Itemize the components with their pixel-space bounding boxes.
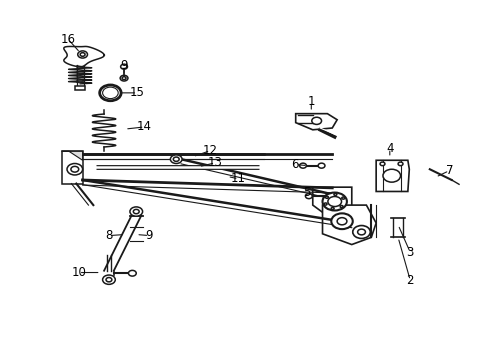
Circle shape	[336, 218, 346, 225]
Circle shape	[120, 75, 128, 81]
Text: 13: 13	[207, 156, 222, 169]
Text: 2: 2	[406, 274, 413, 287]
Circle shape	[106, 278, 112, 282]
Text: 10: 10	[71, 266, 86, 279]
Text: 1: 1	[307, 95, 314, 108]
Circle shape	[130, 207, 142, 216]
Text: 15: 15	[129, 86, 144, 99]
Circle shape	[382, 169, 400, 182]
Circle shape	[325, 196, 327, 198]
Circle shape	[173, 157, 179, 161]
Polygon shape	[61, 151, 82, 160]
Circle shape	[122, 77, 126, 80]
Text: 8: 8	[105, 229, 112, 242]
Circle shape	[318, 163, 325, 168]
Circle shape	[324, 203, 326, 205]
Text: 11: 11	[231, 172, 245, 185]
Circle shape	[133, 210, 139, 214]
Text: 6: 6	[291, 158, 298, 171]
Circle shape	[170, 155, 182, 163]
Polygon shape	[61, 151, 82, 184]
Text: 9: 9	[145, 229, 153, 242]
Text: 14: 14	[137, 121, 152, 134]
Circle shape	[121, 64, 127, 69]
Text: 12: 12	[203, 144, 218, 157]
Text: 5: 5	[302, 186, 309, 199]
Circle shape	[71, 166, 79, 172]
Circle shape	[397, 162, 402, 166]
Polygon shape	[375, 160, 408, 192]
Circle shape	[330, 213, 352, 229]
Polygon shape	[322, 205, 375, 244]
Circle shape	[327, 197, 341, 207]
Circle shape	[333, 193, 336, 195]
Circle shape	[379, 162, 384, 166]
Circle shape	[330, 207, 333, 210]
Text: 4: 4	[385, 142, 393, 155]
Text: 3: 3	[406, 246, 413, 259]
Circle shape	[357, 229, 365, 235]
Text: 7: 7	[445, 164, 452, 177]
Circle shape	[352, 226, 369, 238]
Polygon shape	[295, 114, 336, 130]
Circle shape	[102, 275, 115, 284]
Circle shape	[311, 117, 321, 125]
Circle shape	[128, 270, 136, 276]
Circle shape	[341, 197, 344, 199]
Circle shape	[299, 163, 306, 168]
Circle shape	[80, 53, 85, 56]
Bar	[75, 86, 85, 90]
Text: 16: 16	[61, 32, 75, 46]
Circle shape	[340, 206, 343, 208]
Circle shape	[67, 163, 82, 175]
Circle shape	[305, 194, 312, 199]
Text: 9: 9	[120, 59, 127, 72]
Circle shape	[322, 193, 346, 211]
Polygon shape	[312, 187, 351, 223]
